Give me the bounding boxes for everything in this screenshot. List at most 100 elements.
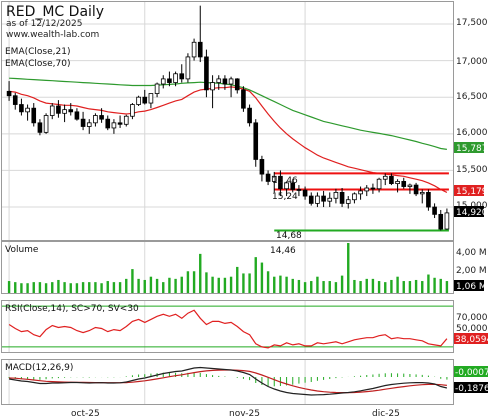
- candle-body: [204, 56, 209, 91]
- volume-bar: [365, 278, 368, 293]
- annotation-low: 14,46: [270, 246, 296, 256]
- candle-body: [216, 78, 222, 83]
- volume-label: Volume: [5, 245, 39, 255]
- candle-body: [358, 190, 363, 195]
- macd-line: [9, 366, 448, 396]
- candle-body: [74, 111, 80, 120]
- volume-bar: [297, 279, 301, 293]
- volume-bar: [14, 282, 17, 293]
- volume-bar: [63, 282, 66, 293]
- candle-body: [123, 115, 129, 125]
- volume-bar: [125, 278, 128, 293]
- volume-bar: [402, 281, 405, 293]
- volume-bar: [371, 278, 375, 293]
- candle-body: [62, 109, 67, 114]
- x-label-oct: oct-25: [71, 409, 100, 419]
- ema21-value-box: [454, 185, 484, 196]
- candle-body: [364, 187, 370, 192]
- candle-body: [167, 78, 172, 83]
- candle-body: [413, 184, 419, 195]
- candle-body: [247, 107, 252, 124]
- volume-bar: [310, 281, 313, 293]
- candle-body: [25, 107, 30, 113]
- ema70-value-box: [454, 142, 484, 153]
- volume-bar: [199, 253, 202, 293]
- candle-body: [308, 195, 314, 204]
- candle-body: [296, 189, 302, 191]
- candle-body: [389, 175, 394, 185]
- price-tick-16000: 16,000: [456, 128, 488, 138]
- candle-body: [271, 175, 277, 182]
- legend-ema21: EMA(Close,21): [5, 47, 70, 57]
- candle-body: [321, 195, 326, 202]
- volume-bar: [408, 281, 412, 293]
- macd-value-box: [454, 382, 488, 393]
- volume-bar: [131, 269, 134, 293]
- volume-series: [7, 243, 449, 293]
- volume-bar: [291, 278, 294, 293]
- volume-bar: [248, 273, 251, 293]
- volume-bar: [44, 283, 48, 293]
- candle-body: [253, 122, 259, 160]
- candle-body: [401, 181, 407, 187]
- volume-bar: [118, 282, 122, 293]
- candle-body: [432, 206, 437, 215]
- rsi-tick-50: 50,000: [456, 324, 488, 334]
- candle-body: [130, 104, 135, 117]
- ema21-value: 15,179: [456, 187, 488, 197]
- close-value-box: [454, 206, 484, 217]
- volume-bar: [254, 257, 257, 293]
- annotation-support: 14,68: [276, 231, 302, 241]
- volume-bar: [38, 282, 42, 293]
- x-label-dic: dic-25: [372, 409, 400, 419]
- volume-bar: [149, 276, 153, 293]
- volume-bar: [421, 281, 424, 293]
- candle-body: [19, 104, 24, 113]
- candle-body: [370, 187, 376, 190]
- volume-bar: [279, 275, 282, 293]
- candle-body: [426, 191, 431, 208]
- price-tick-16500: 16,500: [456, 92, 488, 102]
- x-label-nov: nov-25: [229, 409, 260, 419]
- volume-bar: [143, 279, 146, 293]
- volume-bar: [427, 274, 430, 293]
- candle-body: [111, 122, 117, 129]
- volume-bar: [303, 282, 307, 293]
- candle-body: [265, 173, 271, 182]
- candle-body: [43, 115, 49, 133]
- volume-bar: [377, 281, 381, 293]
- volume-bar: [155, 278, 159, 293]
- candle-body: [345, 199, 351, 204]
- volume-value: 1,06 M: [456, 282, 487, 292]
- candle-body: [31, 107, 37, 124]
- volume-bar: [88, 282, 91, 293]
- volume-bar: [137, 278, 140, 293]
- candle-body: [302, 189, 308, 197]
- volume-bar: [229, 276, 233, 293]
- candle-body: [86, 122, 92, 127]
- legend-ema70: EMA(Close,70): [5, 59, 70, 69]
- candle-body: [395, 181, 400, 185]
- candle-body: [179, 73, 185, 80]
- annotation-mid: 15,24: [272, 192, 298, 202]
- volume-bar: [390, 279, 393, 293]
- candle-body: [6, 90, 12, 97]
- candle-body: [12, 95, 18, 105]
- candle-body: [327, 197, 333, 202]
- close-value: 14,920: [456, 208, 488, 218]
- candle-body: [99, 115, 104, 120]
- candle-body: [278, 175, 283, 190]
- volume-bar: [100, 283, 103, 293]
- macd-series: [8, 366, 448, 396]
- volume-bar: [334, 282, 338, 293]
- volume-bar: [445, 281, 449, 293]
- candle-body: [197, 41, 203, 58]
- volume-bar: [174, 278, 177, 293]
- candle-body: [148, 93, 154, 104]
- volume-bar: [69, 283, 72, 293]
- candle-body: [154, 83, 160, 94]
- rsi-panel: [1, 300, 454, 353]
- candle-body: [438, 213, 444, 230]
- volume-bar: [236, 266, 239, 293]
